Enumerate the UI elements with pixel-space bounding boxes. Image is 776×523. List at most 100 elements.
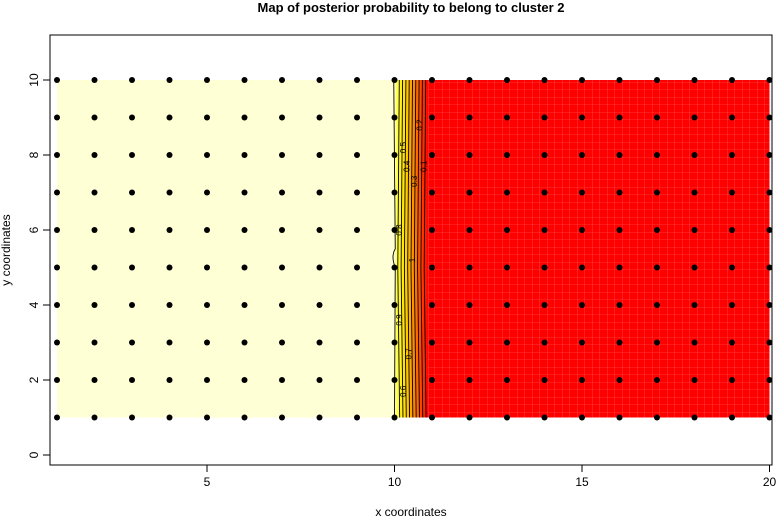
data-point [579, 189, 585, 196]
data-point [354, 77, 360, 83]
data-point [391, 414, 398, 421]
contour-line-0.8 [400, 79, 404, 418]
contour-line-0.6 [407, 79, 411, 418]
data-point [766, 152, 773, 158]
data-point [241, 377, 248, 383]
data-point [691, 152, 698, 158]
data-point [691, 227, 698, 233]
data-point [354, 339, 360, 346]
data-point [616, 414, 623, 421]
data-point [91, 77, 98, 83]
data-point [504, 227, 510, 233]
contour-line-0.4 [413, 79, 417, 418]
data-point [129, 189, 135, 196]
data-point [354, 414, 360, 421]
data-point [654, 302, 660, 308]
contour-label: 0.3 [410, 175, 419, 187]
data-point [166, 302, 173, 308]
data-point [91, 227, 98, 233]
plot-frame [49, 34, 773, 466]
data-point [579, 77, 585, 83]
data-point [241, 114, 248, 121]
data-point [691, 339, 698, 346]
data-point [279, 152, 285, 158]
data-point [429, 77, 435, 83]
data-point [579, 414, 585, 421]
data-point [654, 264, 660, 271]
data-point [541, 302, 548, 308]
data-point [129, 302, 135, 308]
data-point [766, 227, 773, 233]
data-point [691, 264, 698, 271]
data-point [729, 414, 735, 421]
data-point [204, 77, 210, 83]
data-point [729, 339, 735, 346]
data-point [54, 77, 60, 83]
data-point [466, 302, 473, 308]
data-point [504, 302, 510, 308]
data-point [541, 114, 548, 121]
data-point [766, 339, 773, 346]
data-point [316, 77, 323, 83]
data-point [91, 114, 98, 121]
data-point [54, 339, 60, 346]
data-point [691, 302, 698, 308]
data-point [279, 189, 285, 196]
data-point [541, 77, 548, 83]
data-point [54, 414, 60, 421]
data-point [429, 189, 435, 196]
data-point [129, 227, 135, 233]
data-point [316, 152, 323, 158]
data-point [241, 227, 248, 233]
data-point [91, 414, 98, 421]
data-point [354, 302, 360, 308]
data-point [504, 152, 510, 158]
data-point [616, 377, 623, 383]
data-point [766, 264, 773, 271]
data-point [466, 77, 473, 83]
data-point [654, 77, 660, 83]
data-point [429, 302, 435, 308]
data-point [729, 302, 735, 308]
high-probability-region [57, 80, 395, 418]
data-point [541, 339, 548, 346]
data-point [691, 189, 698, 196]
y-tick-label: 0 [27, 451, 41, 458]
data-point [166, 77, 173, 83]
data-point [579, 264, 585, 271]
data-point [429, 114, 435, 121]
probability-field [57, 80, 770, 418]
data-point [166, 414, 173, 421]
data-point [691, 377, 698, 383]
data-point [166, 339, 173, 346]
y-tick-label: 8 [27, 151, 41, 158]
x-tick-label: 20 [763, 475, 776, 489]
contour-line-0.1 [423, 79, 427, 418]
data-point [616, 302, 623, 308]
data-point [316, 339, 323, 346]
data-point [579, 339, 585, 346]
data-point [729, 377, 735, 383]
x-tick-label: 10 [388, 475, 402, 489]
data-point [466, 189, 473, 196]
data-point [579, 152, 585, 158]
data-point [466, 339, 473, 346]
data-point [579, 227, 585, 233]
data-point [241, 339, 248, 346]
data-point [654, 227, 660, 233]
data-point [429, 377, 435, 383]
data-point [279, 302, 285, 308]
data-point [579, 114, 585, 121]
data-point [691, 77, 698, 83]
data-point [204, 227, 210, 233]
data-point [54, 264, 60, 271]
data-point [654, 114, 660, 121]
data-point [766, 302, 773, 308]
data-point [691, 114, 698, 121]
data-point [354, 114, 360, 121]
data-point [504, 189, 510, 196]
data-point [729, 114, 735, 121]
data-point [466, 152, 473, 158]
x-axis-label: x coordinates [375, 505, 446, 518]
